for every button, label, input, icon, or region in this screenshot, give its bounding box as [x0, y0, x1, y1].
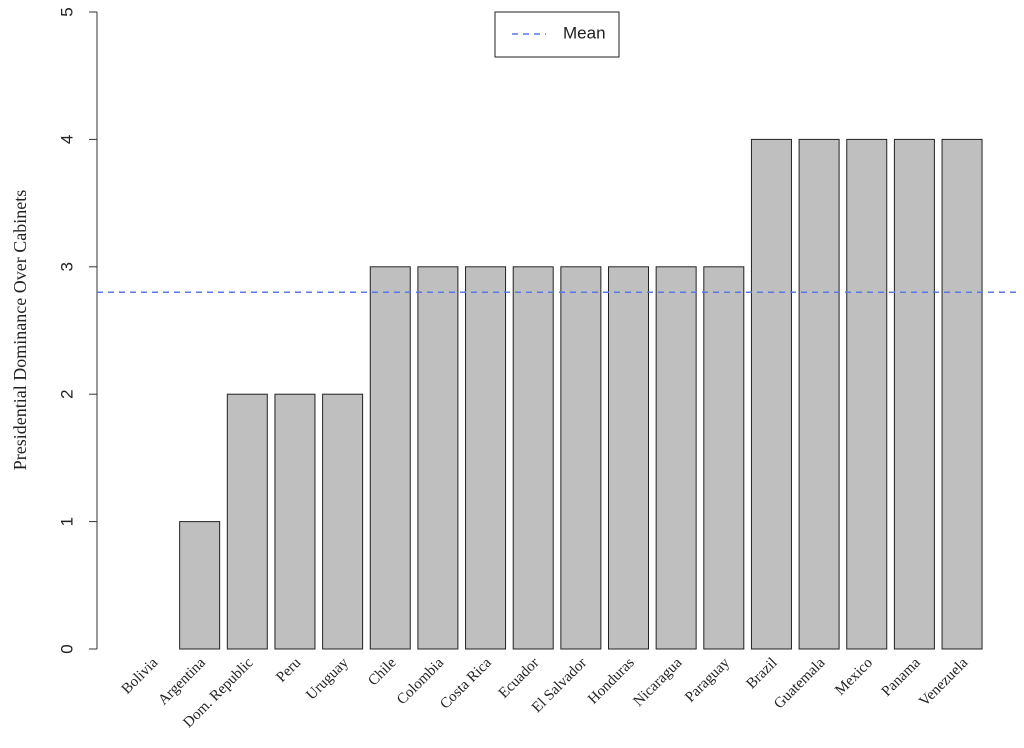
- x-tick-label: Venezuela: [916, 655, 971, 710]
- y-tick-label: 3: [57, 262, 76, 271]
- bar: [941, 138, 983, 650]
- bar: [560, 266, 602, 650]
- bar: [512, 266, 554, 650]
- x-tick-label: Paraguay: [682, 655, 733, 706]
- x-tick-label: Mexico: [832, 655, 876, 699]
- bar: [750, 138, 792, 650]
- bar: [322, 393, 364, 650]
- bar: [798, 138, 840, 650]
- bar: [846, 138, 888, 650]
- y-tick-label: 0: [57, 644, 76, 653]
- x-tick-label: Costa Rica: [437, 655, 495, 713]
- x-tick-label: Nicaragua: [631, 655, 686, 710]
- x-tick-label: Chile: [365, 655, 400, 690]
- bar: [655, 266, 697, 650]
- bar: [703, 266, 745, 650]
- bar: [226, 393, 268, 650]
- x-tick-label: Uruguay: [303, 655, 352, 704]
- x-tick-label: Guatemala: [771, 655, 828, 712]
- x-tick-label: Panama: [879, 655, 924, 700]
- x-tick-label: Honduras: [585, 655, 638, 708]
- legend-label: Mean: [563, 23, 606, 42]
- bar: [179, 521, 221, 650]
- bar: [369, 266, 411, 650]
- x-tick-label: Brazil: [743, 655, 780, 692]
- x-tick-label: Ecuador: [496, 655, 543, 702]
- bar: [274, 393, 316, 650]
- y-tick-label: 5: [57, 7, 76, 16]
- y-tick-label: 4: [57, 135, 76, 144]
- y-tick-label: 1: [57, 517, 76, 526]
- bar: [465, 266, 507, 650]
- y-axis-title: Presidential Dominance Over Cabinets: [10, 190, 30, 470]
- x-tick-label: Peru: [273, 655, 304, 686]
- bar: [417, 266, 459, 650]
- bar: [893, 138, 935, 650]
- y-tick-label: 2: [57, 389, 76, 398]
- x-tick-label: Bolivia: [119, 655, 162, 698]
- bar: [608, 266, 649, 650]
